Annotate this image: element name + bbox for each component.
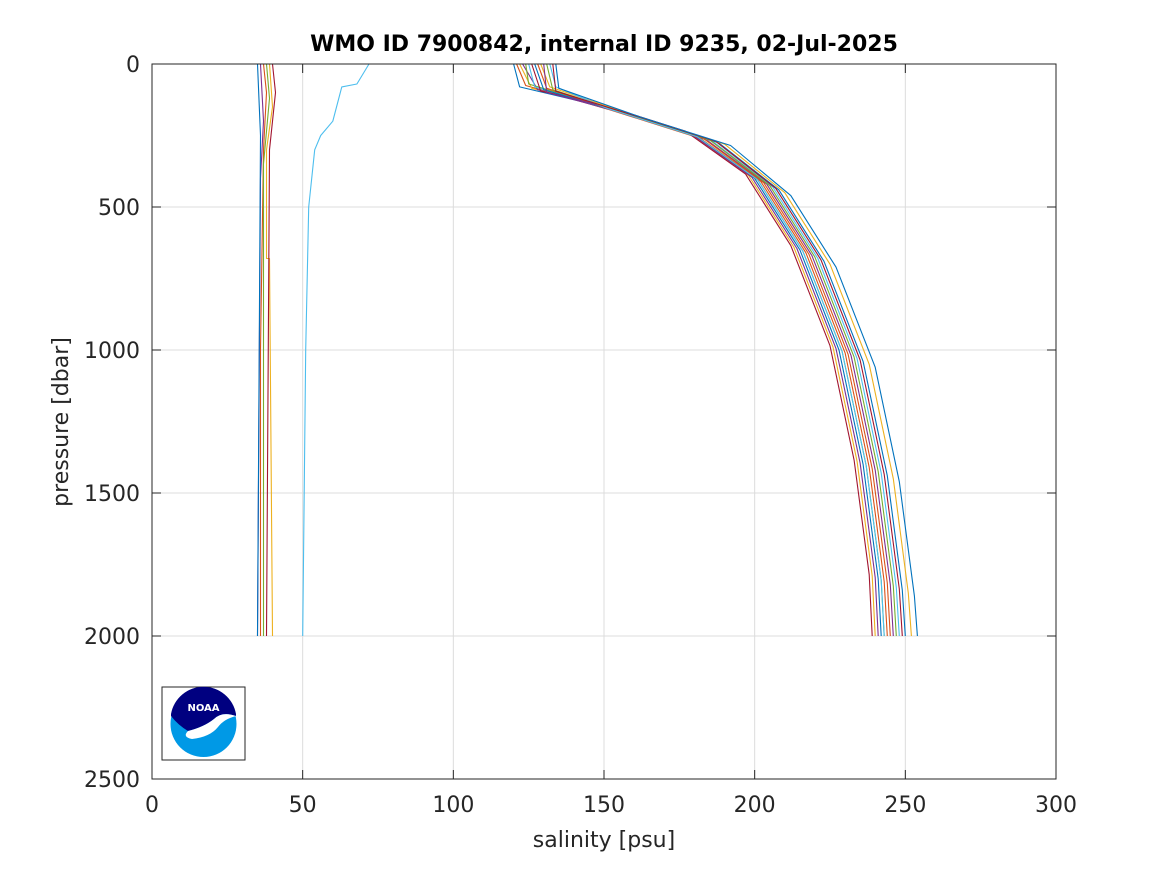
ticks xyxy=(151,63,1057,780)
profile-line-19 xyxy=(262,63,271,636)
profile-line-22 xyxy=(302,63,370,637)
y-tick-label: 500 xyxy=(98,196,140,221)
series-layer xyxy=(176,63,918,637)
logo-wave-shape xyxy=(185,714,236,739)
profile-line-15 xyxy=(555,63,918,637)
x-axis-label: salinity [psu] xyxy=(533,828,675,853)
profile-line-4 xyxy=(522,63,894,637)
logo-text: NOAA xyxy=(187,703,219,714)
y-tick-label: 0 xyxy=(126,53,140,78)
y-axis-label: pressure [dbar] xyxy=(49,337,74,507)
profile-line-20 xyxy=(265,63,277,637)
x-tick-label: 300 xyxy=(1035,793,1077,818)
y-tick-label: 2500 xyxy=(84,768,140,793)
profile-line-11 xyxy=(543,63,879,637)
x-tick-label: 50 xyxy=(289,793,317,818)
x-tick-label: 200 xyxy=(734,793,776,818)
profile-line-21 xyxy=(256,63,262,637)
tick-labels: 0 50 100 150 200 250 300 0 500 1000 1500 2000 2500 xyxy=(84,53,1077,818)
x-tick-label: 150 xyxy=(583,793,625,818)
x-tick-label: 0 xyxy=(145,793,159,818)
logo-sky-shape xyxy=(171,686,236,731)
profile-line-13 xyxy=(549,63,885,637)
y-tick-label: 1500 xyxy=(84,482,140,507)
noaa-logo: NOAA xyxy=(161,686,246,761)
y-tick-label: 2000 xyxy=(84,625,140,650)
y-tick-label: 1000 xyxy=(84,339,140,364)
profile-line-1 xyxy=(513,63,882,637)
profile-line-16 xyxy=(259,63,268,636)
profile-line-14 xyxy=(552,63,903,637)
x-tick-label: 100 xyxy=(432,793,474,818)
profile-line-10 xyxy=(540,63,912,637)
profile-line-17 xyxy=(265,63,274,637)
chart-title: WMO ID 7900842, internal ID 9235, 02-Jul… xyxy=(310,32,898,57)
x-tick-label: 250 xyxy=(884,793,926,818)
